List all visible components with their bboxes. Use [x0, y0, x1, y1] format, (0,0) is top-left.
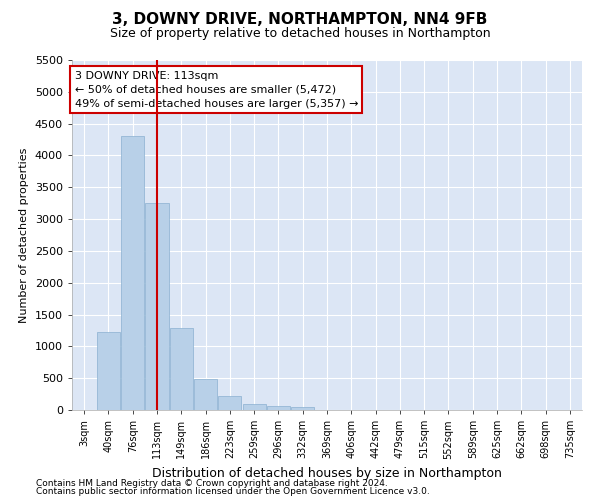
- Bar: [291, 407, 314, 410]
- Text: 3 DOWNY DRIVE: 113sqm
← 50% of detached houses are smaller (5,472)
49% of semi-d: 3 DOWNY DRIVE: 113sqm ← 50% of detached …: [74, 70, 358, 108]
- Bar: [121, 136, 144, 410]
- Y-axis label: Number of detached properties: Number of detached properties: [19, 148, 29, 322]
- Bar: [242, 404, 266, 410]
- Bar: [218, 396, 241, 410]
- Text: Size of property relative to detached houses in Northampton: Size of property relative to detached ho…: [110, 28, 490, 40]
- Text: Contains public sector information licensed under the Open Government Licence v3: Contains public sector information licen…: [36, 487, 430, 496]
- Bar: [267, 406, 290, 410]
- Bar: [145, 203, 169, 410]
- Bar: [170, 328, 193, 410]
- X-axis label: Distribution of detached houses by size in Northampton: Distribution of detached houses by size …: [152, 467, 502, 480]
- Text: Contains HM Land Registry data © Crown copyright and database right 2024.: Contains HM Land Registry data © Crown c…: [36, 478, 388, 488]
- Text: 3, DOWNY DRIVE, NORTHAMPTON, NN4 9FB: 3, DOWNY DRIVE, NORTHAMPTON, NN4 9FB: [112, 12, 488, 28]
- Bar: [194, 380, 217, 410]
- Bar: [97, 332, 120, 410]
